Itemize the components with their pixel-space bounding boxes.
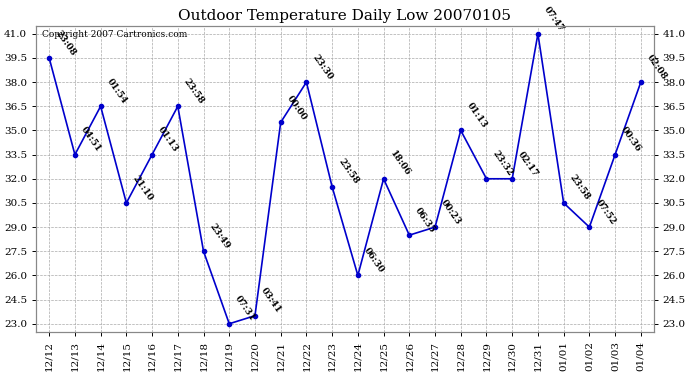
Text: 07:47: 07:47 (542, 4, 566, 33)
Text: 06:30: 06:30 (362, 246, 386, 274)
Text: 23:32: 23:32 (491, 149, 515, 178)
Text: 23:58: 23:58 (568, 174, 592, 202)
Text: 00:00: 00:00 (285, 93, 308, 122)
Title: Outdoor Temperature Daily Low 20070105: Outdoor Temperature Daily Low 20070105 (179, 9, 511, 23)
Text: 00:36: 00:36 (619, 125, 643, 154)
Text: 02:17: 02:17 (516, 150, 540, 178)
Text: 23:30: 23:30 (310, 53, 335, 81)
Text: 01:54: 01:54 (105, 77, 128, 105)
Text: Copyright 2007 Cartronics.com: Copyright 2007 Cartronics.com (43, 30, 188, 39)
Text: 07:52: 07:52 (593, 198, 617, 226)
Text: 18:06: 18:06 (388, 149, 412, 178)
Text: 00:23: 00:23 (440, 198, 463, 226)
Text: 07:31: 07:31 (233, 294, 257, 323)
Text: 01:13: 01:13 (465, 101, 489, 130)
Text: 21:10: 21:10 (130, 174, 155, 202)
Text: 02:08: 02:08 (645, 53, 669, 81)
Text: 06:35: 06:35 (413, 206, 437, 234)
Text: 04:51: 04:51 (79, 125, 103, 154)
Text: 23:08: 23:08 (53, 28, 77, 57)
Text: 03:41: 03:41 (259, 286, 283, 315)
Text: 23:49: 23:49 (208, 222, 232, 251)
Text: 23:58: 23:58 (182, 77, 206, 105)
Text: 23:58: 23:58 (336, 158, 360, 186)
Text: 01:13: 01:13 (156, 125, 180, 154)
